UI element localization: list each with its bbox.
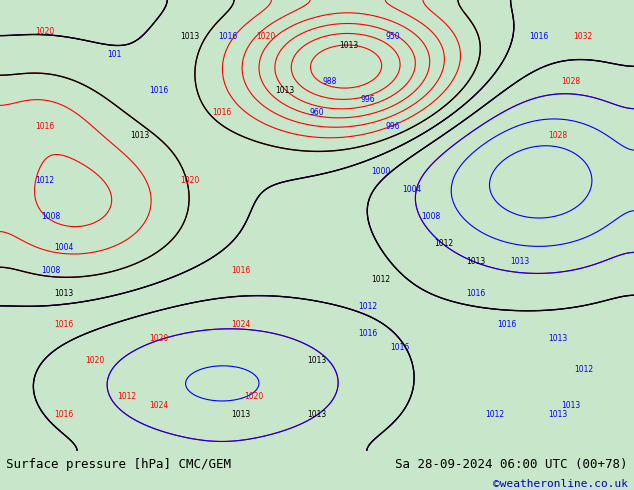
Text: 1016: 1016 (219, 31, 238, 41)
Text: 1016: 1016 (54, 410, 73, 419)
Text: Sa 28-09-2024 06:00 UTC (00+78): Sa 28-09-2024 06:00 UTC (00+78) (395, 458, 628, 471)
Text: 1016: 1016 (529, 31, 548, 41)
Text: 1020: 1020 (257, 31, 276, 41)
Text: 1016: 1016 (212, 108, 231, 117)
Text: 1004: 1004 (403, 185, 422, 194)
Text: 1000: 1000 (371, 167, 390, 176)
Text: 1028: 1028 (561, 76, 580, 86)
Text: 1008: 1008 (41, 212, 60, 221)
Text: 1016: 1016 (466, 289, 485, 297)
Text: 1032: 1032 (574, 31, 593, 41)
Text: ©weatheronline.co.uk: ©weatheronline.co.uk (493, 479, 628, 489)
Text: 1028: 1028 (548, 131, 567, 140)
Text: 1016: 1016 (149, 86, 168, 95)
Text: 988: 988 (323, 76, 337, 86)
Text: 1012: 1012 (358, 302, 377, 311)
Text: 1012: 1012 (574, 365, 593, 374)
Text: 1013: 1013 (548, 410, 567, 419)
Text: 1020: 1020 (149, 334, 168, 343)
Text: 1008: 1008 (422, 212, 441, 221)
Text: 1016: 1016 (358, 329, 377, 338)
Text: 1012: 1012 (434, 239, 453, 248)
Text: 1020: 1020 (35, 27, 54, 36)
Text: 1024: 1024 (231, 320, 250, 329)
Text: 1013: 1013 (339, 41, 358, 49)
Text: 1008: 1008 (41, 266, 60, 275)
Text: 1020: 1020 (86, 356, 105, 365)
Text: 101: 101 (107, 49, 121, 59)
Text: 1013: 1013 (54, 289, 73, 297)
Text: 1013: 1013 (561, 401, 580, 410)
Text: 996: 996 (360, 95, 375, 104)
Text: 1013: 1013 (548, 334, 567, 343)
Text: 1016: 1016 (35, 122, 54, 131)
Text: 1016: 1016 (390, 343, 409, 352)
Text: 1020: 1020 (181, 176, 200, 185)
Text: 1016: 1016 (231, 266, 250, 275)
Text: 1012: 1012 (35, 176, 54, 185)
Text: 950: 950 (385, 31, 401, 41)
Text: 1016: 1016 (498, 320, 517, 329)
Text: 1013: 1013 (307, 410, 327, 419)
Text: 1013: 1013 (231, 410, 250, 419)
Text: 996: 996 (385, 122, 401, 131)
Text: Surface pressure [hPa] CMC/GEM: Surface pressure [hPa] CMC/GEM (6, 458, 231, 471)
Text: 1013: 1013 (307, 356, 327, 365)
Text: 1012: 1012 (117, 392, 136, 401)
Text: 1024: 1024 (149, 401, 168, 410)
Text: 1013: 1013 (276, 86, 295, 95)
Text: 1013: 1013 (510, 257, 529, 266)
Text: 1004: 1004 (54, 244, 73, 252)
Text: 1013: 1013 (181, 31, 200, 41)
Text: 1020: 1020 (244, 392, 263, 401)
Text: 1012: 1012 (485, 410, 504, 419)
Text: 1013: 1013 (466, 257, 485, 266)
Text: 1012: 1012 (371, 275, 390, 284)
Text: 960: 960 (309, 108, 325, 117)
Text: 1013: 1013 (130, 131, 149, 140)
Text: 1016: 1016 (54, 320, 73, 329)
